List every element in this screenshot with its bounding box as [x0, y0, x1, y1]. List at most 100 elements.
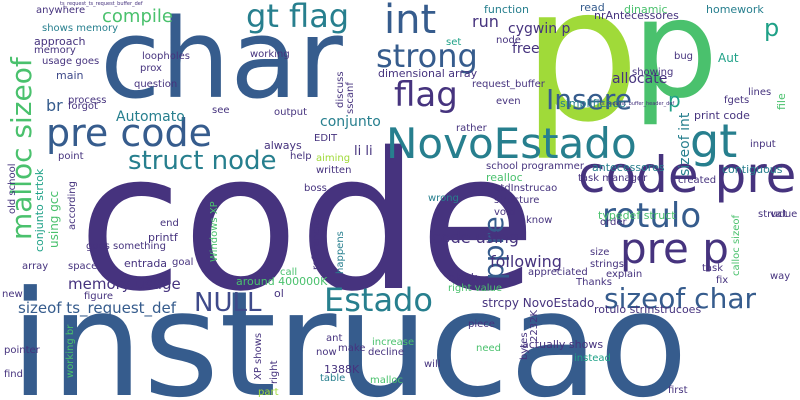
- word: struct node: [128, 146, 277, 176]
- word: prox: [140, 63, 162, 74]
- word: file: [775, 93, 788, 110]
- word: loopholes: [142, 51, 190, 62]
- word: Estado: [324, 281, 433, 319]
- word: p: [522, 0, 641, 163]
- word: compile: [102, 6, 173, 27]
- word: rotulo: [602, 196, 702, 236]
- word: wrong: [428, 193, 459, 204]
- word: char: [100, 0, 343, 123]
- word: main: [56, 69, 84, 82]
- word: malloc: [370, 375, 404, 386]
- word: EDIT: [314, 133, 338, 144]
- word: space: [68, 261, 98, 272]
- word: first: [668, 385, 688, 396]
- word: always: [264, 139, 302, 152]
- word: way: [770, 271, 791, 282]
- word: find: [4, 369, 23, 380]
- word: entrada: [124, 257, 168, 270]
- word: referencias: [311, 214, 322, 270]
- word: question: [134, 79, 178, 90]
- word: request_buffer: [472, 79, 545, 90]
- word: struct: [758, 209, 787, 220]
- word: free: [512, 41, 540, 57]
- word: nrAntecessores: [594, 9, 679, 22]
- word: p: [668, 88, 681, 112]
- word: rotulo strInstrucoes: [594, 303, 702, 316]
- word: block: [448, 271, 478, 284]
- word: need: [476, 343, 501, 354]
- word: XP shows: [253, 332, 264, 380]
- word: forgot: [68, 101, 98, 112]
- word: code using: [432, 228, 519, 247]
- word: figure: [84, 291, 114, 302]
- word: written: [316, 165, 352, 176]
- word: usage goes: [42, 56, 100, 67]
- word: dimensional array: [378, 67, 478, 80]
- word: size: [590, 247, 610, 258]
- word: contiguous: [722, 163, 783, 176]
- word: Insere: [546, 83, 632, 116]
- word: piece: [468, 319, 495, 330]
- word: array: [22, 261, 49, 272]
- word: conjunto: [320, 114, 381, 130]
- word: strcpy NovoEstado: [482, 296, 595, 310]
- word: typedef struct: [598, 209, 676, 222]
- word: point: [58, 151, 84, 162]
- word: instrucao: [10, 260, 689, 400]
- word: fix: [716, 275, 729, 286]
- word: ts_request_buffer_header_def: [600, 101, 675, 107]
- word: code: [78, 112, 537, 333]
- word: node: [496, 35, 521, 46]
- word: code pre: [578, 146, 797, 204]
- word: will: [424, 359, 441, 370]
- word: 1388K: [324, 363, 360, 376]
- word: ol: [274, 287, 284, 300]
- word: help: [290, 151, 312, 162]
- word: rather: [456, 123, 487, 134]
- word: aiming: [316, 153, 351, 164]
- word: new: [2, 289, 23, 300]
- word: memory usage: [68, 275, 181, 293]
- word: homework: [706, 3, 764, 16]
- word: sizeof int: [677, 112, 693, 176]
- word: appreciated: [528, 267, 588, 278]
- word: old school: [7, 163, 18, 214]
- word: run: [472, 12, 499, 31]
- word: anywhere: [36, 5, 86, 16]
- word: task: [702, 263, 724, 274]
- word: following: [490, 252, 562, 271]
- word: goes something: [86, 241, 166, 252]
- word: decline: [368, 347, 405, 358]
- word: according: [67, 181, 78, 230]
- word: even: [496, 96, 521, 107]
- word: boss: [304, 183, 327, 194]
- word: gt flag: [246, 0, 350, 35]
- word: table: [320, 373, 346, 384]
- word: memory: [34, 45, 76, 56]
- word: conjunto strtok: [33, 168, 46, 252]
- word: using gcc: [47, 190, 61, 248]
- word: NovoEstado: [386, 119, 637, 168]
- word: pre p: [620, 224, 729, 273]
- word: printf: [148, 231, 178, 244]
- word: cygwin p: [508, 21, 571, 37]
- word: read: [580, 1, 605, 14]
- word: call: [280, 267, 298, 278]
- word: strings: [590, 259, 624, 270]
- word: end: [160, 218, 179, 229]
- word: value: [770, 209, 798, 220]
- word: NULL: [194, 288, 262, 318]
- word: print code: [694, 109, 750, 122]
- word: dinamic: [624, 3, 668, 16]
- word: lines: [748, 87, 772, 98]
- word: sizeof ts_request_def: [18, 299, 177, 317]
- word: calloc sizeof: [731, 214, 742, 276]
- word: simplificado: [560, 97, 627, 110]
- word: school programmer: [486, 161, 584, 172]
- word: working: [250, 49, 290, 60]
- word: p: [632, 0, 719, 129]
- word: task manager: [578, 173, 648, 184]
- word: allocate: [612, 71, 668, 87]
- word: Aut: [718, 51, 739, 65]
